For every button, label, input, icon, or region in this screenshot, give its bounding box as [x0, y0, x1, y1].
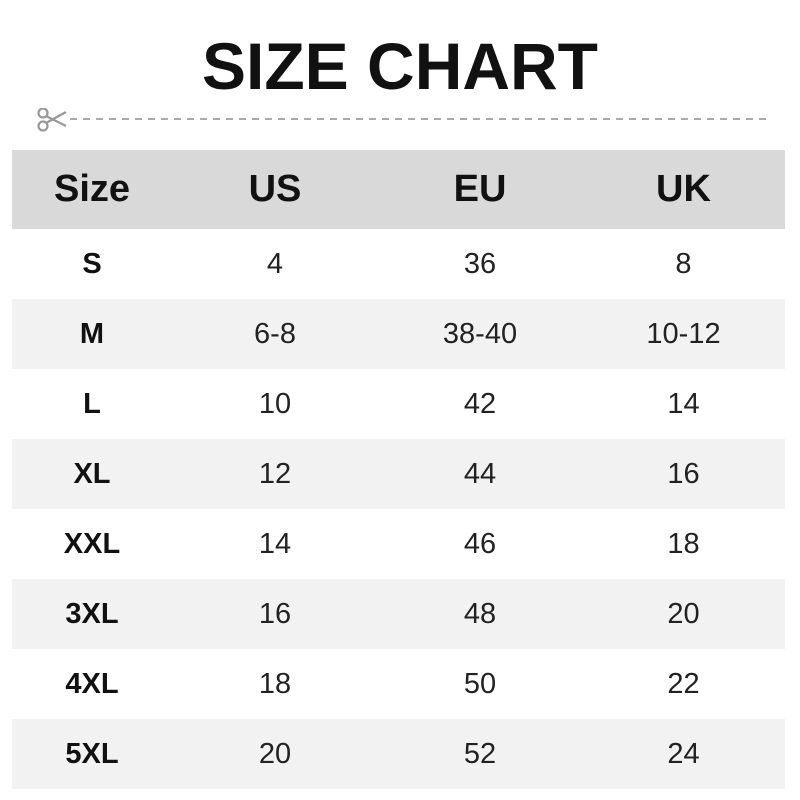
cell-uk: 8: [675, 247, 692, 280]
header-uk: UK: [656, 168, 711, 210]
table-header: Size US EU UK: [12, 150, 785, 229]
cell-uk: 14: [667, 387, 700, 420]
cell-uk: 22: [667, 667, 700, 700]
cell-eu: 52: [463, 737, 497, 770]
cell-us: 10: [258, 387, 292, 420]
cell-uk: 20: [667, 597, 700, 630]
cell-size: 3XL: [65, 597, 119, 630]
cell-eu: 44: [463, 457, 497, 490]
cell-uk: 24: [667, 737, 700, 770]
table-row: XL 12 44 16: [12, 439, 785, 509]
header-size: Size: [53, 168, 131, 210]
cell-eu: 46: [463, 527, 497, 560]
cell-us: 20: [258, 737, 292, 770]
table-row: M 6-8 38-40 10-12: [12, 299, 785, 369]
cell-uk: 18: [667, 527, 700, 560]
cell-size: M: [79, 317, 105, 350]
cell-uk: 10-12: [646, 317, 721, 350]
cell-eu: 48: [463, 597, 497, 630]
header-eu: EU: [453, 168, 507, 210]
cell-us: 14: [258, 527, 292, 560]
cell-size: 4XL: [65, 667, 119, 700]
cell-us: 6-8: [254, 317, 296, 350]
header-us: US: [248, 168, 302, 210]
page-title: SIZE CHART: [202, 29, 598, 103]
size-table: Size US EU UK S 4 36 8 M 6-8 38-40 10-12 L 10 42 14…: [12, 150, 785, 789]
cell-size: S: [82, 247, 102, 280]
cell-eu: 42: [463, 387, 497, 420]
cell-size: XXL: [63, 527, 121, 560]
cell-size: XL: [73, 457, 111, 490]
cell-us: 12: [258, 457, 292, 490]
cell-eu: 50: [463, 667, 497, 700]
scissors-icon: [37, 108, 67, 132]
table-row: 5XL 20 52 24: [12, 719, 785, 789]
cell-size: 5XL: [65, 737, 119, 770]
table-row: L 10 42 14: [12, 369, 785, 439]
cell-eu: 36: [463, 247, 497, 280]
table-row: 3XL 16 48 20: [12, 579, 785, 649]
table-row: XXL 14 46 18: [12, 509, 785, 579]
table-row: 4XL 18 50 22: [12, 649, 785, 719]
cell-uk: 16: [667, 457, 700, 490]
cell-us: 16: [258, 597, 292, 630]
cell-us: 4: [266, 247, 284, 280]
table-row: S 4 36 8: [12, 229, 785, 299]
cell-us: 18: [258, 667, 292, 700]
cell-size: L: [83, 387, 101, 420]
cut-line: [37, 108, 769, 132]
cell-eu: 38-40: [442, 317, 518, 350]
